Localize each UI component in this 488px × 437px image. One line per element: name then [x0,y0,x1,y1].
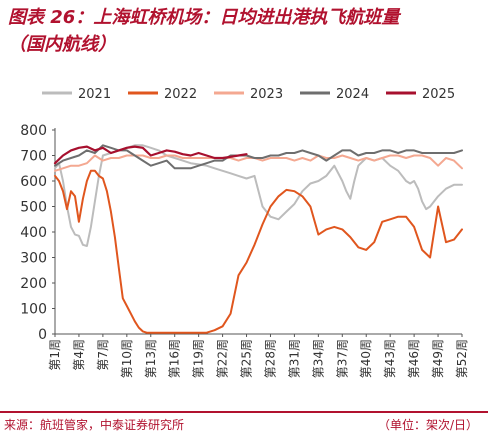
x-tick-label: 第16周 [168,339,182,378]
x-axis: 第1周 第4周 第7周 第10周 第13周 第16周 第19周 第22周 第25周 第28周 第31… [48,333,469,378]
y-tick-label: 600 [20,174,47,190]
x-tick-label: 第46周 [407,339,421,378]
x-tick-label: 第34周 [311,339,325,378]
y-tick-label: 500 [20,200,47,216]
y-tick-label: 200 [20,276,47,292]
legend-label-2023: 2023 [250,87,283,102]
x-tick-label: 第31周 [287,339,301,378]
x-tick-label: 第7周 [96,339,110,371]
x-tick-label: 第49周 [431,339,445,378]
y-tick-label: 800 [20,123,47,139]
line-chart: 2021 2022 2023 2024 2025 0 100 200 300 400 500 600… [20,87,469,378]
series-line-2023 [54,154,463,172]
y-tick-label: 100 [20,302,47,318]
unit-note: （单位：架次/日） [377,418,478,432]
title-line-2: （国内航线） [8,34,116,55]
x-tick-label: 第10周 [120,339,134,378]
x-tick-label: 第19周 [192,339,206,378]
x-tick-label: 第1周 [48,339,62,371]
series-line-2022 [54,169,463,334]
legend-label-2022: 2022 [164,87,197,102]
title-line-1: 图表 26：上海虹桥机场：日均进出港执飞航班量 [8,7,400,28]
series-line-2021 [54,144,463,247]
legend-label-2025: 2025 [422,87,455,102]
y-tick-label: 0 [38,327,47,343]
x-tick-label: 第13周 [144,339,158,378]
series-line-2024 [54,144,463,170]
chart-title: 图表 26：上海虹桥机场：日均进出港执飞航班量 （国内航线） [8,4,484,58]
y-tick-label: 700 [20,149,47,165]
x-tick-label: 第22周 [216,339,230,378]
x-tick-label: 第25周 [240,339,254,378]
series-line-2025 [53,145,248,165]
y-axis: 0 100 200 300 400 500 600 700 800 [20,123,56,343]
y-tick-label: 300 [20,251,47,267]
x-tick-label: 第40周 [359,339,373,378]
footer: 来源：航班管家，中泰证券研究所 （单位：架次/日） [0,411,488,437]
x-tick-label: 第37周 [335,339,349,378]
x-tick-label: 第43周 [383,339,397,378]
legend-label-2021: 2021 [78,87,111,102]
source-note: 来源：航班管家，中泰证券研究所 [4,418,185,432]
x-tick-label: 第28周 [263,339,277,378]
y-tick-label: 400 [20,225,47,241]
chart-legend: 2021 2022 2023 2024 2025 [42,87,455,102]
legend-label-2024: 2024 [336,87,369,102]
x-tick-label: 第4周 [72,339,86,371]
plot-area [53,144,463,334]
x-tick-label: 第52周 [455,339,469,378]
